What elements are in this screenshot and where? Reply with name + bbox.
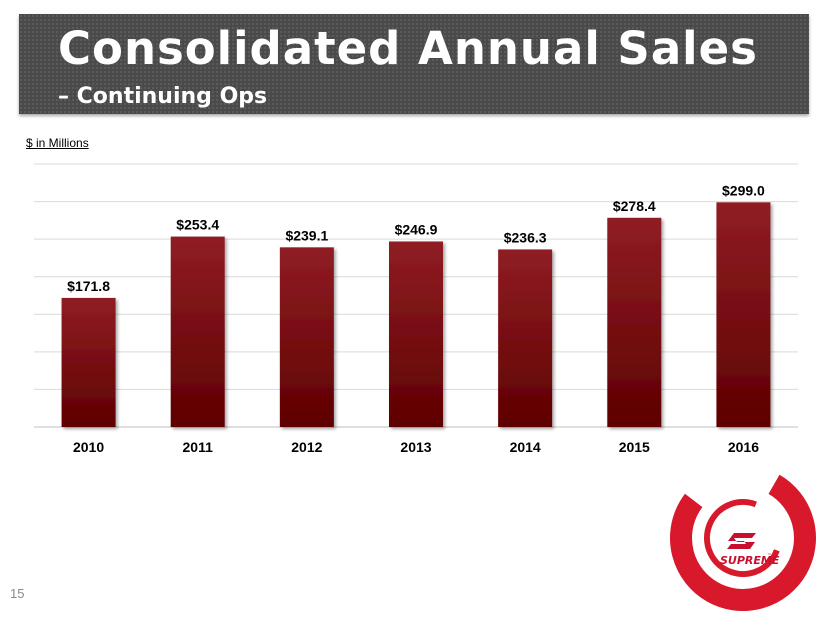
- x-tick-label-2011: 2011: [183, 439, 214, 455]
- data-label-2013: $246.9: [395, 221, 438, 237]
- x-tick-label-2010: 2010: [73, 439, 104, 455]
- bar-2013: [389, 241, 443, 427]
- bar-2011: [170, 236, 225, 427]
- x-tick-label-2014: 2014: [510, 439, 541, 455]
- supreme-logo: SUPREME ™: [670, 465, 816, 611]
- data-label-2011: $253.4: [176, 217, 219, 233]
- data-label-2010: $171.8: [67, 278, 110, 294]
- slide-title: Consolidated Annual Sales: [58, 22, 758, 75]
- x-tick-label-2016: 2016: [728, 439, 759, 455]
- data-label-2014: $236.3: [504, 229, 547, 245]
- x-tick-label-2015: 2015: [619, 439, 650, 455]
- bar-2014: [498, 249, 553, 427]
- data-label-2012: $239.1: [285, 227, 328, 243]
- bar-2012: [279, 247, 334, 427]
- slide-subtitle: – Continuing Ops: [58, 84, 268, 109]
- title-band: [19, 14, 809, 114]
- logo-ring: [670, 465, 816, 611]
- logo-mark-icon: [727, 533, 756, 549]
- logo-wordmark: SUPREME: [720, 554, 780, 567]
- page-number: 15: [10, 586, 25, 601]
- bar-2015: [607, 217, 662, 427]
- x-tick-label-2012: 2012: [291, 439, 322, 455]
- bar-2016: [716, 202, 771, 427]
- data-label-2016: $299.0: [722, 182, 765, 198]
- sales-bar-chart: $171.8 $253.4 $239.1 $246.9 $236.3 $278.4 $299…: [34, 163, 798, 455]
- bars: [61, 202, 771, 427]
- bar-2010: [61, 297, 116, 427]
- data-label-2015: $278.4: [613, 198, 656, 214]
- x-axis-tick-labels: 2010 2011 2012 2013 2014 2015 2016: [73, 439, 759, 455]
- logo-trademark: ™: [767, 553, 772, 559]
- x-tick-label-2013: 2013: [400, 439, 431, 455]
- data-labels: $171.8 $253.4 $239.1 $246.9 $236.3 $278.4 $299…: [67, 182, 765, 294]
- units-note: $ in Millions: [26, 136, 89, 150]
